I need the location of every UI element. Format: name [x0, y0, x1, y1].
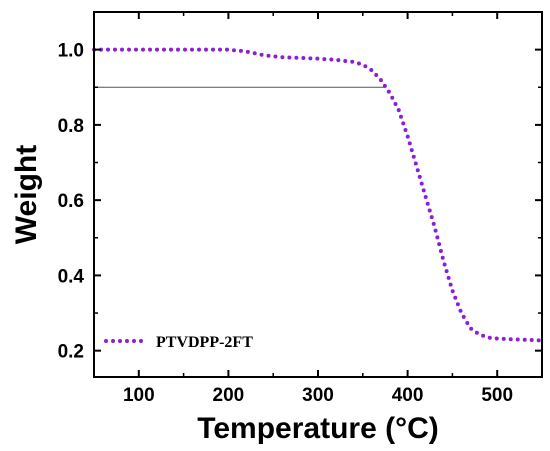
legend-label: PTVDPP-2FT	[156, 334, 253, 351]
plot-frame	[93, 11, 543, 378]
axes-layer: 100 200 300 400 500 0.2 0.4 0.6 0.8 1.0	[58, 11, 543, 406]
y-tick-label: 0.8	[58, 116, 84, 137]
y-tick-label: 0.6	[58, 191, 84, 212]
plot-layer	[92, 47, 544, 343]
y-tick-label: 1.0	[58, 41, 84, 62]
x-tick-label: 100	[123, 385, 155, 406]
x-tick-label: 200	[213, 385, 245, 406]
legend: PTVDPP-2FT	[104, 334, 253, 351]
x-tick-label: 500	[481, 385, 513, 406]
series-line-0	[92, 47, 544, 343]
x-tick-label: 300	[302, 385, 334, 406]
y-axis-title: Weight	[10, 145, 43, 244]
y-tick-label: 0.2	[58, 342, 84, 363]
x-tick-label: 400	[392, 385, 424, 406]
x-axis-title: Temperature (°C)	[197, 412, 438, 445]
y-tick-label: 0.4	[58, 266, 85, 287]
